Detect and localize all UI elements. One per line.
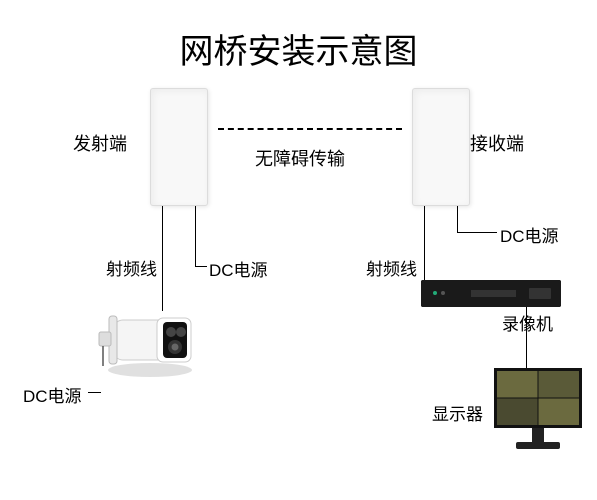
line-dc-left-v bbox=[195, 206, 196, 266]
label-receiver: 接收端 bbox=[470, 130, 524, 156]
line-camera-dc bbox=[88, 392, 101, 393]
camera-icon bbox=[95, 302, 205, 372]
line-rf-left bbox=[162, 206, 163, 311]
transmitter-bridge bbox=[150, 88, 208, 206]
line-dc-left-h bbox=[195, 266, 207, 267]
label-monitor: 显示器 bbox=[432, 400, 483, 425]
diagram-title: 网桥安装示意图 bbox=[0, 24, 597, 73]
line-dc-right-h bbox=[457, 232, 497, 233]
monitor-icon bbox=[494, 368, 582, 458]
label-dc-camera: DC电源 bbox=[23, 382, 82, 407]
line-nvr-to-monitor bbox=[526, 306, 527, 368]
label-dc-right: DC电源 bbox=[500, 222, 559, 247]
label-rf-right: 射频线 bbox=[366, 255, 417, 280]
nvr-icon bbox=[421, 280, 561, 307]
line-rf-right bbox=[424, 206, 425, 281]
wireless-link bbox=[218, 128, 402, 130]
label-dc-left: DC电源 bbox=[209, 256, 268, 281]
receiver-bridge bbox=[412, 88, 470, 206]
label-transmitter: 发射端 bbox=[73, 130, 127, 156]
line-dc-right-v bbox=[457, 206, 458, 233]
label-transmission: 无障碍传输 bbox=[255, 145, 345, 171]
label-nvr: 录像机 bbox=[502, 310, 553, 335]
label-rf-left: 射频线 bbox=[106, 255, 157, 280]
